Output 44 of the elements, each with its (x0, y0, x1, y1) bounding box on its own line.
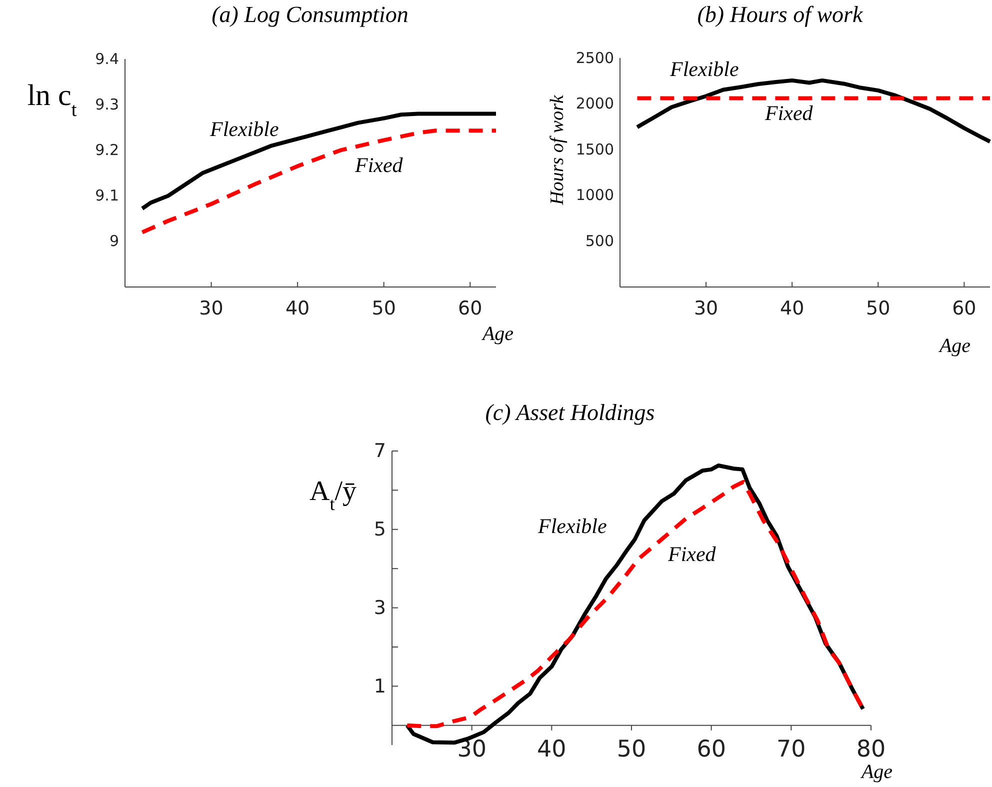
series-label: Fixed (667, 542, 716, 566)
y-tick-label: 9.1 (95, 186, 119, 205)
y-tick-label: 500 (585, 232, 614, 250)
y-axis-title: Hours of work (547, 94, 568, 206)
y-tick-label: 9.2 (95, 141, 119, 159)
series-label: Flexible (669, 57, 739, 81)
y-tick-label: 9.3 (95, 95, 119, 114)
x-tick-label: 80 (856, 736, 886, 763)
y-tick-label: 1 (374, 675, 386, 698)
series-label: Flexible (537, 514, 607, 538)
x-tick-label: 60 (696, 736, 726, 763)
x-tick-label: 60 (458, 297, 482, 320)
chart-title: (a) Log Consumption (212, 2, 408, 27)
y-tick-label: 2000 (576, 94, 614, 113)
y-tick-label: 2500 (576, 48, 614, 67)
line-series (635, 78, 992, 144)
line-series (140, 112, 498, 211)
series-label: Flexible (209, 117, 279, 141)
y-tick-label: 9.4 (95, 50, 119, 68)
x-tick-label: 40 (780, 297, 804, 320)
x-tick-label: 50 (866, 297, 890, 320)
x-tick-label: 70 (776, 736, 806, 763)
x-axis-title: Age (937, 335, 971, 357)
series-label: Fixed (354, 153, 404, 177)
y-tick-label: 5 (374, 518, 386, 540)
y-axis-title: A$_{t}$/ȳ (309, 476, 357, 514)
x-tick-label: 50 (616, 736, 646, 763)
y-tick-label: 7 (374, 440, 386, 462)
x-tick-label: 50 (372, 297, 396, 320)
chart-title: (c) Asset Holdings (485, 400, 655, 425)
x-tick-label: 30 (199, 297, 224, 320)
y-tick-label: 1500 (576, 140, 614, 158)
x-tick-label: 60 (952, 297, 976, 320)
x-tick-label: 40 (285, 297, 310, 320)
x-tick-label: 40 (537, 736, 566, 763)
x-axis-title: Age (859, 761, 893, 783)
series-label: Fixed (764, 101, 814, 125)
y-tick-label: 3 (374, 596, 386, 619)
y-tick-label: 1000 (576, 186, 614, 204)
y-tick-label: 9 (109, 232, 119, 250)
x-tick-label: 30 (694, 297, 718, 320)
chart-title: (b) Hours of work (697, 2, 864, 27)
x-axis-title: Age (480, 323, 514, 345)
y-axis-title: ln c$_{t}$ (27, 79, 78, 120)
